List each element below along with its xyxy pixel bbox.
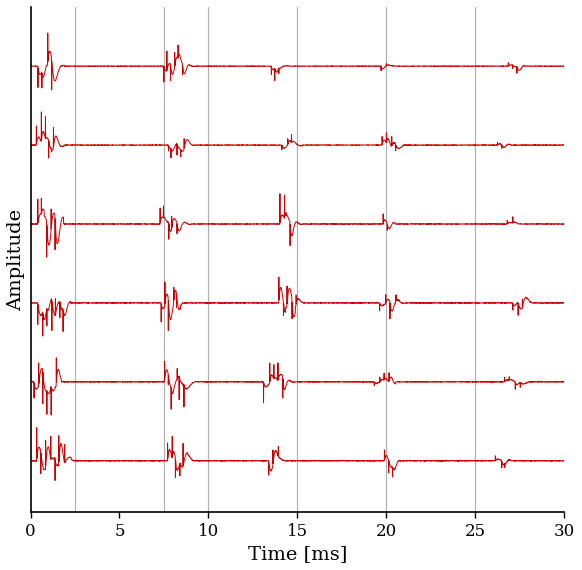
X-axis label: Time [ms]: Time [ms] [248,545,347,563]
Y-axis label: Amplitude: Amplitude [7,209,25,311]
